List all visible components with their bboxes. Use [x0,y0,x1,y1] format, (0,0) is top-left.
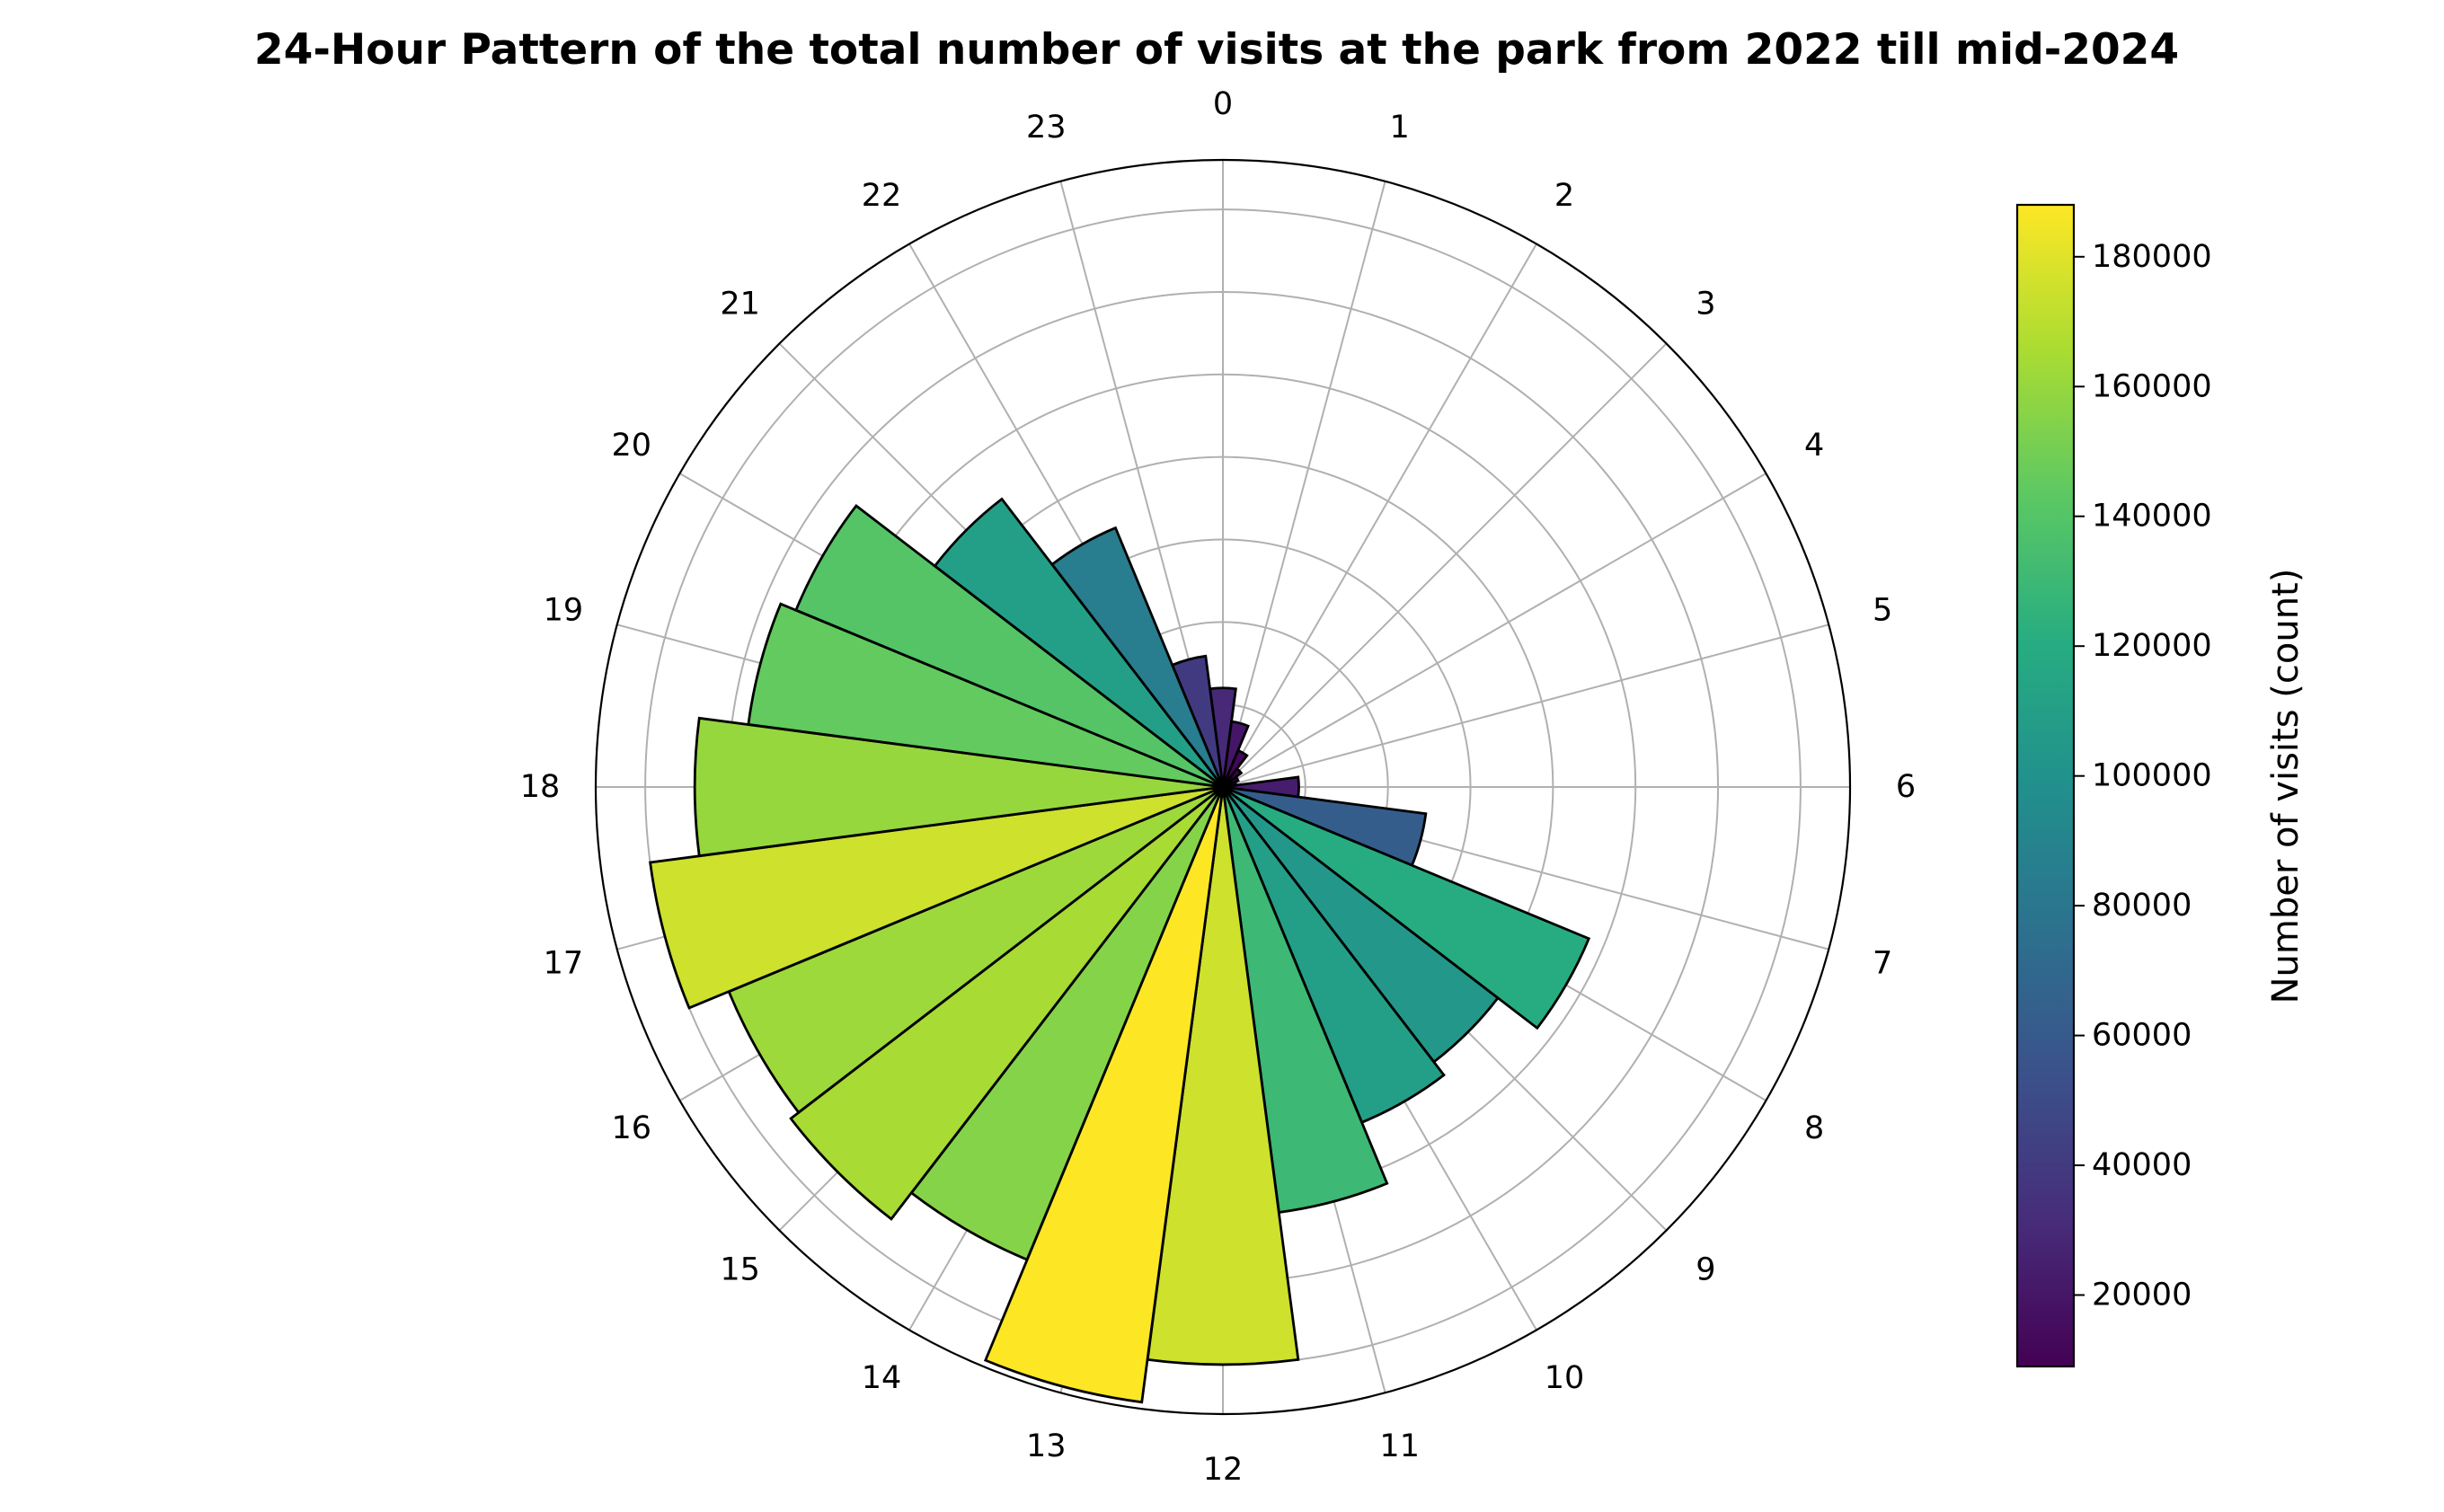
colorbar-ticks: 20000 40000 60000 80000 100000 120000 140000 16… [2074,239,2212,1313]
hour-label-7: 7 [1873,946,1892,982]
hour-label-13: 13 [1026,1428,1067,1464]
hour-label-18: 18 [520,769,561,805]
colorbar-tick-label: 80000 [2092,888,2192,924]
colorbar-tick-label: 40000 [2092,1147,2192,1183]
colorbar-gradient [2015,203,2076,1368]
colorbar-tick-label: 140000 [2092,499,2212,535]
chart-title: 24-Hour Pattern of the total number of v… [254,25,2179,75]
hour-label-2: 2 [1554,178,1574,214]
colorbar-tick-label: 180000 [2092,239,2212,275]
hour-label-12: 12 [1203,1452,1244,1488]
bar-hour-18 [693,716,1224,858]
bars [649,497,1591,1404]
center-hub [1218,782,1228,792]
bar-hour-21 [933,497,1225,789]
outer-ring [594,158,1852,1416]
colorbar: 20000 40000 60000 80000 100000 120000 140000 16… [2015,203,2307,1368]
hour-label-23: 23 [1026,110,1067,146]
hour-label-21: 21 [720,287,760,323]
hour-label-5: 5 [1873,592,1892,628]
bar-hour-23 [1170,654,1225,788]
colorbar-label: Number of visits (count) [2265,569,2307,1004]
hour-label-20: 20 [612,428,652,464]
bar-hour-19 [747,602,1224,789]
bar-hour-8 [1222,785,1591,1030]
hour-label-6: 6 [1896,769,1916,805]
hour-label-8: 8 [1804,1110,1824,1146]
hour-label-1: 1 [1390,110,1410,146]
grid-spoke [1222,181,1386,788]
colorbar-tick-label: 60000 [2092,1018,2192,1054]
hour-label-17: 17 [544,946,584,982]
bar-hour-17 [649,785,1224,1010]
bar-hour-15 [789,785,1225,1221]
bar-hour-22 [1049,526,1225,788]
colorbar-tick-label: 100000 [2092,758,2212,794]
hour-label-3: 3 [1696,287,1715,323]
hour-label-0: 0 [1213,86,1233,122]
hour-label-11: 11 [1379,1428,1420,1464]
hub-dot [1218,782,1228,792]
bar-hour-13 [983,786,1225,1404]
hour-label-10: 10 [1545,1360,1585,1396]
hour-label-16: 16 [612,1110,652,1146]
hour-label-19: 19 [544,592,584,628]
bar-hour-20 [794,503,1224,789]
hour-label-15: 15 [720,1251,760,1287]
grid-spoke [1222,473,1767,788]
grid-spoke [1222,623,1829,788]
colorbar-tick-label: 20000 [2092,1278,2192,1313]
hour-label-9: 9 [1696,1251,1715,1287]
hour-label-14: 14 [862,1360,902,1396]
hour-label-4: 4 [1804,428,1824,464]
colorbar-tick-label: 160000 [2092,368,2212,404]
colorbar-tick-label: 120000 [2092,628,2212,664]
grid-spoke [1222,342,1668,788]
grid-spoke [1222,243,1537,788]
hour-label-22: 22 [862,178,902,214]
